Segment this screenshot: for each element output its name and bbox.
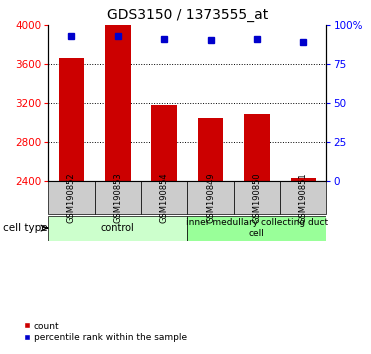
Bar	[290, 178, 316, 181]
Bar	[151, 105, 177, 181]
Text: GSM190852: GSM190852	[67, 172, 76, 223]
Text: control: control	[101, 223, 135, 233]
Bar	[141, 181, 187, 214]
Bar	[187, 181, 234, 214]
Text: cell type: cell type	[3, 223, 47, 233]
Bar	[105, 25, 131, 181]
Bar	[280, 181, 326, 214]
Text: GSM190850: GSM190850	[252, 172, 262, 223]
Text: GSM190849: GSM190849	[206, 172, 215, 223]
Bar	[59, 58, 84, 181]
Bar	[187, 216, 326, 241]
Text: inner medullary collecting duct
cell: inner medullary collecting duct cell	[186, 218, 328, 238]
Bar	[234, 181, 280, 214]
Title: GDS3150 / 1373555_at: GDS3150 / 1373555_at	[107, 8, 268, 22]
Bar	[48, 216, 187, 241]
Bar	[48, 181, 95, 214]
Text: GSM190851: GSM190851	[299, 172, 308, 223]
Legend: count, percentile rank within the sample: count, percentile rank within the sample	[19, 318, 191, 346]
Bar	[95, 181, 141, 214]
Bar	[198, 118, 223, 181]
Text: GSM190854: GSM190854	[160, 172, 169, 223]
Bar	[244, 114, 270, 181]
Text: GSM190853: GSM190853	[113, 172, 122, 223]
